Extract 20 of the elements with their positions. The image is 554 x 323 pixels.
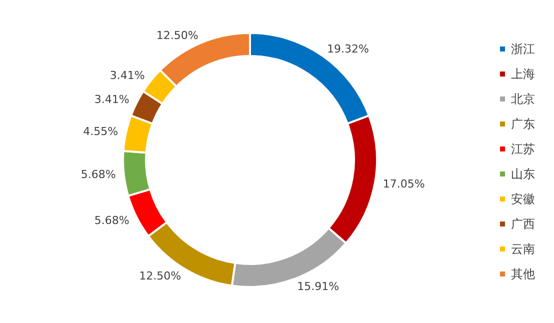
data-label: 12.50% [156,28,198,42]
legend-label: 云南 [511,242,535,256]
data-label: 19.32% [326,42,369,56]
data-label: 12.50% [139,270,182,283]
data-label: 5.68% [80,168,116,181]
legend-label: 江苏 [511,142,535,156]
legend-label: 上海 [511,67,535,81]
data-label: 15.91% [297,280,340,293]
data-label: 5.68% [94,214,130,227]
data-label: 3.41% [110,68,145,82]
legend-label: 广东 [511,117,535,131]
legend-label: 浙江 [511,42,535,56]
legend-label: 广西 [511,217,535,231]
data-label: 17.05% [382,177,425,190]
legend-label: 北京 [511,92,535,106]
legend-label: 安徽 [511,192,535,206]
data-label: 4.55% [83,124,118,138]
data-label: 3.41% [94,93,130,106]
legend-label: 山东 [511,167,535,181]
legend-label: 其他 [511,267,535,281]
